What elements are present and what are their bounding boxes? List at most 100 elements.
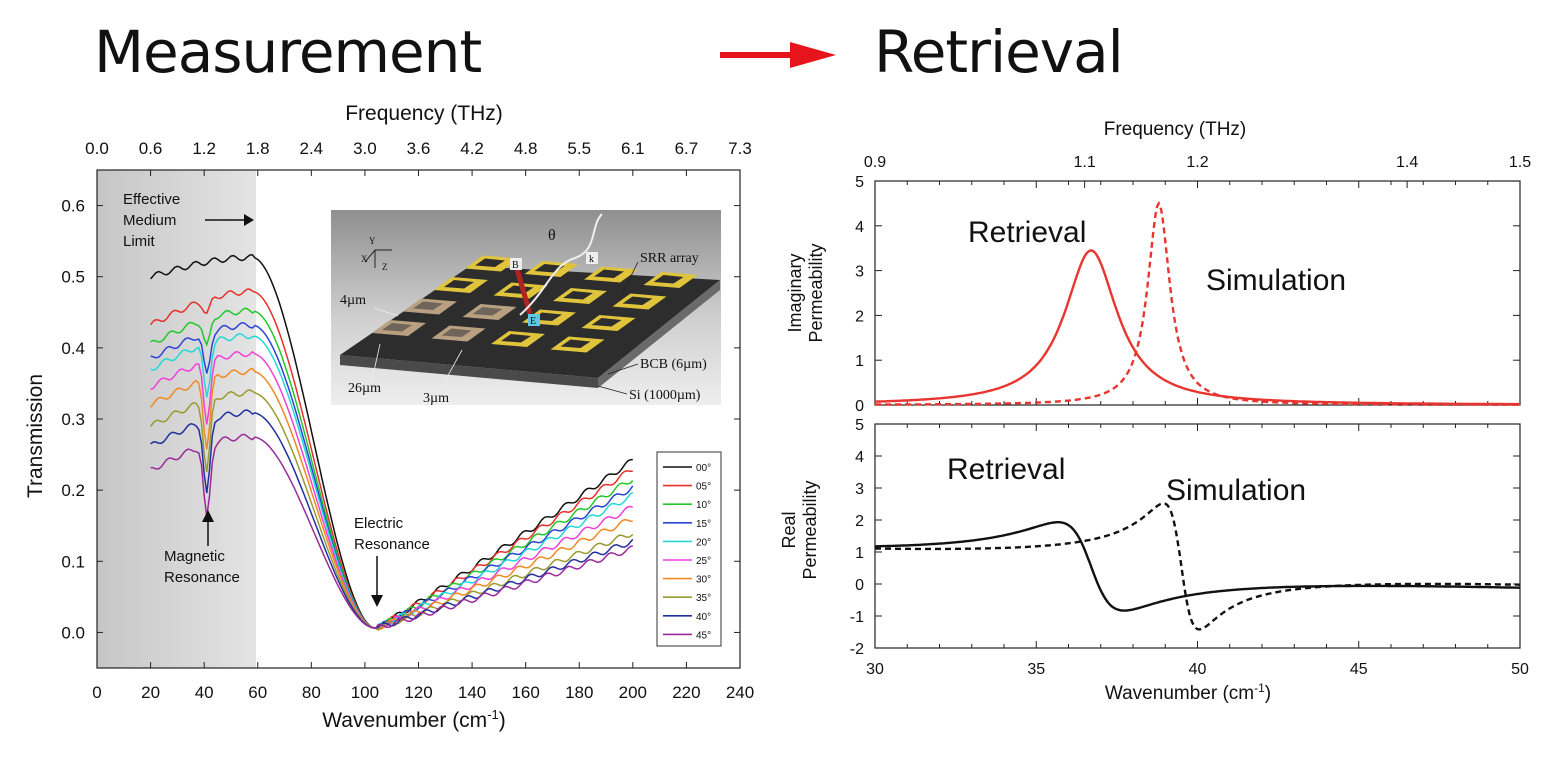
transition-arrow [720, 42, 836, 68]
x-tick-label: 40 [195, 683, 214, 702]
srr-cell-gap [563, 291, 593, 300]
legend-label: 00° [696, 463, 711, 474]
inset-26um-label: 26µm [348, 381, 381, 396]
x-tick-label: 240 [726, 683, 754, 702]
srr-array [372, 255, 698, 353]
legend-label: 20° [696, 537, 711, 548]
right-x-axis-label-end: ) [1265, 683, 1271, 704]
inset-bcb-label: BCB (6µm) [640, 357, 707, 372]
real-y-tick-label: 1 [855, 545, 864, 562]
x-tick-label: 35 [1027, 661, 1045, 678]
real-retrieval-line [875, 521, 1520, 612]
y-tick-label: 0.0 [61, 623, 85, 642]
wavevector-wire [519, 213, 603, 316]
retrieval-axis-ticks: 0.9 1.1 1.2 1.4 1.530 35 40 45 50012345-2-101234… [850, 154, 1531, 678]
imag-y-tick-label: 3 [855, 264, 864, 281]
inset-axis-z: Z [382, 262, 388, 272]
retrieval-charts: Frequency (THz) 0.9 1.1 1.2 1.4 1.530 35 40 45 5… [779, 119, 1531, 704]
y-tick-label: 0.6 [61, 197, 85, 216]
inset-b-label: B [512, 260, 519, 271]
y-tick-label: 0.5 [61, 268, 85, 287]
x-axis-label-main: Wavenumber (cm [322, 709, 487, 732]
y-tick-label: 0.1 [61, 552, 85, 571]
top-tick-label: 6.7 [675, 139, 699, 158]
imag-retrieval-line [875, 249, 1520, 406]
srr-cell-gap [444, 280, 474, 289]
srr-inset: B E k θ Y X Z SRR array BCB (6µm) Si (10… [331, 210, 721, 406]
si-substrate-right [598, 280, 720, 388]
imag-y-tick-label: 5 [855, 174, 864, 191]
legend-box [656, 451, 722, 647]
x-tick-label: 140 [458, 683, 486, 702]
imag-y-tick-label: 4 [855, 219, 864, 236]
transmission-series-line [150, 288, 633, 629]
legend-items: 00° 05° 10° 15° 20° 25° 30° 35° 40° 45° [663, 463, 711, 641]
x-tick-label: 160 [511, 683, 539, 702]
inset-axis-y: Y [369, 236, 376, 246]
srr-cell-gap [591, 318, 622, 327]
measurement-legend: 00° 05° 10° 15° 20° 25° 30° 35° 40° 45° [656, 451, 722, 647]
real-simulation-line [875, 502, 1520, 631]
top-tick-label: 1.8 [246, 139, 270, 158]
x-tick-label: 45 [1350, 661, 1368, 678]
x-axis-label: Wavenumber (cm-1) [322, 707, 506, 732]
b-field-arrow [512, 261, 533, 315]
top-tick-label: 6.1 [621, 139, 645, 158]
freq-tick-label: 1.5 [1509, 154, 1531, 171]
legend-label: 10° [696, 500, 711, 511]
real-y-label-line2: Permeability [800, 480, 820, 579]
transmission-series-line [150, 433, 633, 629]
inset-srr-array-label: SRR array [640, 251, 699, 266]
imag-simulation-line [875, 200, 1520, 406]
srr-cell-gap [653, 275, 684, 284]
srr-cell-gap [560, 339, 591, 348]
srr-cell-gap [441, 328, 472, 337]
x-tick-label: 50 [1511, 661, 1529, 678]
real-y-tick-label: -1 [850, 609, 864, 626]
legend-label: 35° [696, 593, 711, 604]
effective-medium-shading [97, 170, 256, 668]
x-tick-label: 180 [565, 683, 593, 702]
effective-medium-line1: Effective [123, 191, 180, 208]
y-tick-label: 0.4 [61, 339, 85, 358]
srr-cell-gap [413, 301, 443, 310]
right-x-axis-label-sup: -1 [1254, 681, 1265, 695]
real-retrieval-label: Retrieval [947, 453, 1065, 486]
legend-label: 45° [696, 630, 711, 641]
top-tick-label: 7.3 [728, 139, 752, 158]
e-label-box [528, 314, 540, 326]
imag-y-label-line1: Imaginary [785, 253, 805, 332]
electric-resonance-line2: Resonance [354, 536, 430, 553]
freq-tick-label: 1.4 [1396, 154, 1418, 171]
srr-cell-gap [475, 258, 505, 267]
retrieval-series [875, 200, 1520, 631]
magnetic-resonance-line1: Magnetic [164, 548, 225, 565]
imag-y-tick-label: 2 [855, 308, 864, 325]
top-tick-label: 4.8 [514, 139, 538, 158]
freq-tick-label: 0.9 [864, 154, 886, 171]
imag-y-tick-label: 1 [855, 353, 864, 370]
x-tick-label: 200 [619, 683, 647, 702]
real-y-tick-label: 5 [855, 417, 864, 434]
y-tick-label: 0.3 [61, 410, 85, 429]
magnetic-resonance-line2: Resonance [164, 569, 240, 586]
x-tick-label: 30 [866, 661, 884, 678]
srr-cell-gap [382, 323, 412, 332]
effective-medium-arrow [205, 214, 254, 226]
top-tick-label: 3.6 [407, 139, 431, 158]
real-y-tick-label: -2 [850, 641, 864, 658]
inset-e-label: E [530, 316, 536, 327]
legend-label: 30° [696, 575, 711, 586]
right-x-axis-label: Wavenumber (cm-1) [1105, 681, 1271, 704]
arrow-head [790, 42, 836, 68]
measurement-series [149, 254, 634, 631]
inset-axes: Y X Z [361, 236, 392, 272]
legend-label: 25° [696, 556, 711, 567]
real-y-tick-label: 4 [855, 449, 864, 466]
top-tick-label: 1.2 [192, 139, 216, 158]
k-label-box [586, 252, 598, 264]
x-tick-label: 20 [141, 683, 160, 702]
si-substrate-side [340, 355, 598, 388]
y-axis-label: Transmission [24, 374, 47, 498]
